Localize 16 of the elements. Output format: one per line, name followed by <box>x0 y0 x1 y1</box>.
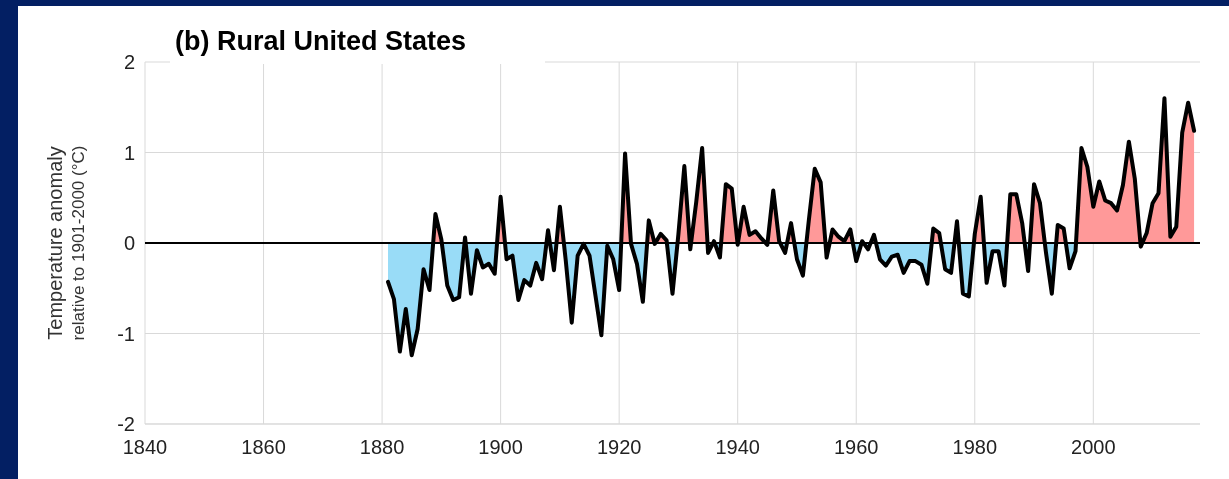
y-tick-label: -2 <box>117 413 135 435</box>
y-tick-label: 2 <box>123 51 135 73</box>
x-tick-label: 1960 <box>833 436 879 458</box>
x-tick-label: 1920 <box>596 436 642 458</box>
x-tick-label: 1900 <box>478 436 523 458</box>
x-tick-label: 1980 <box>952 436 998 458</box>
x-tick-label: 1880 <box>359 436 405 458</box>
y-axis-title: Temperature anomaly relative to 1901-2000 (°C) <box>44 145 88 341</box>
x-tick-label: 1940 <box>715 436 760 458</box>
y-tick-label: -1 <box>117 322 135 345</box>
y-tick-label: 1 <box>123 141 135 164</box>
x-tick-label: 2000 <box>1071 436 1116 458</box>
x-tick-label: 1840 <box>122 436 168 458</box>
chart-title: (b) Rural United States <box>175 26 467 56</box>
y-tick-label: 0 <box>123 232 135 254</box>
x-tick-label: 1860 <box>241 436 286 458</box>
